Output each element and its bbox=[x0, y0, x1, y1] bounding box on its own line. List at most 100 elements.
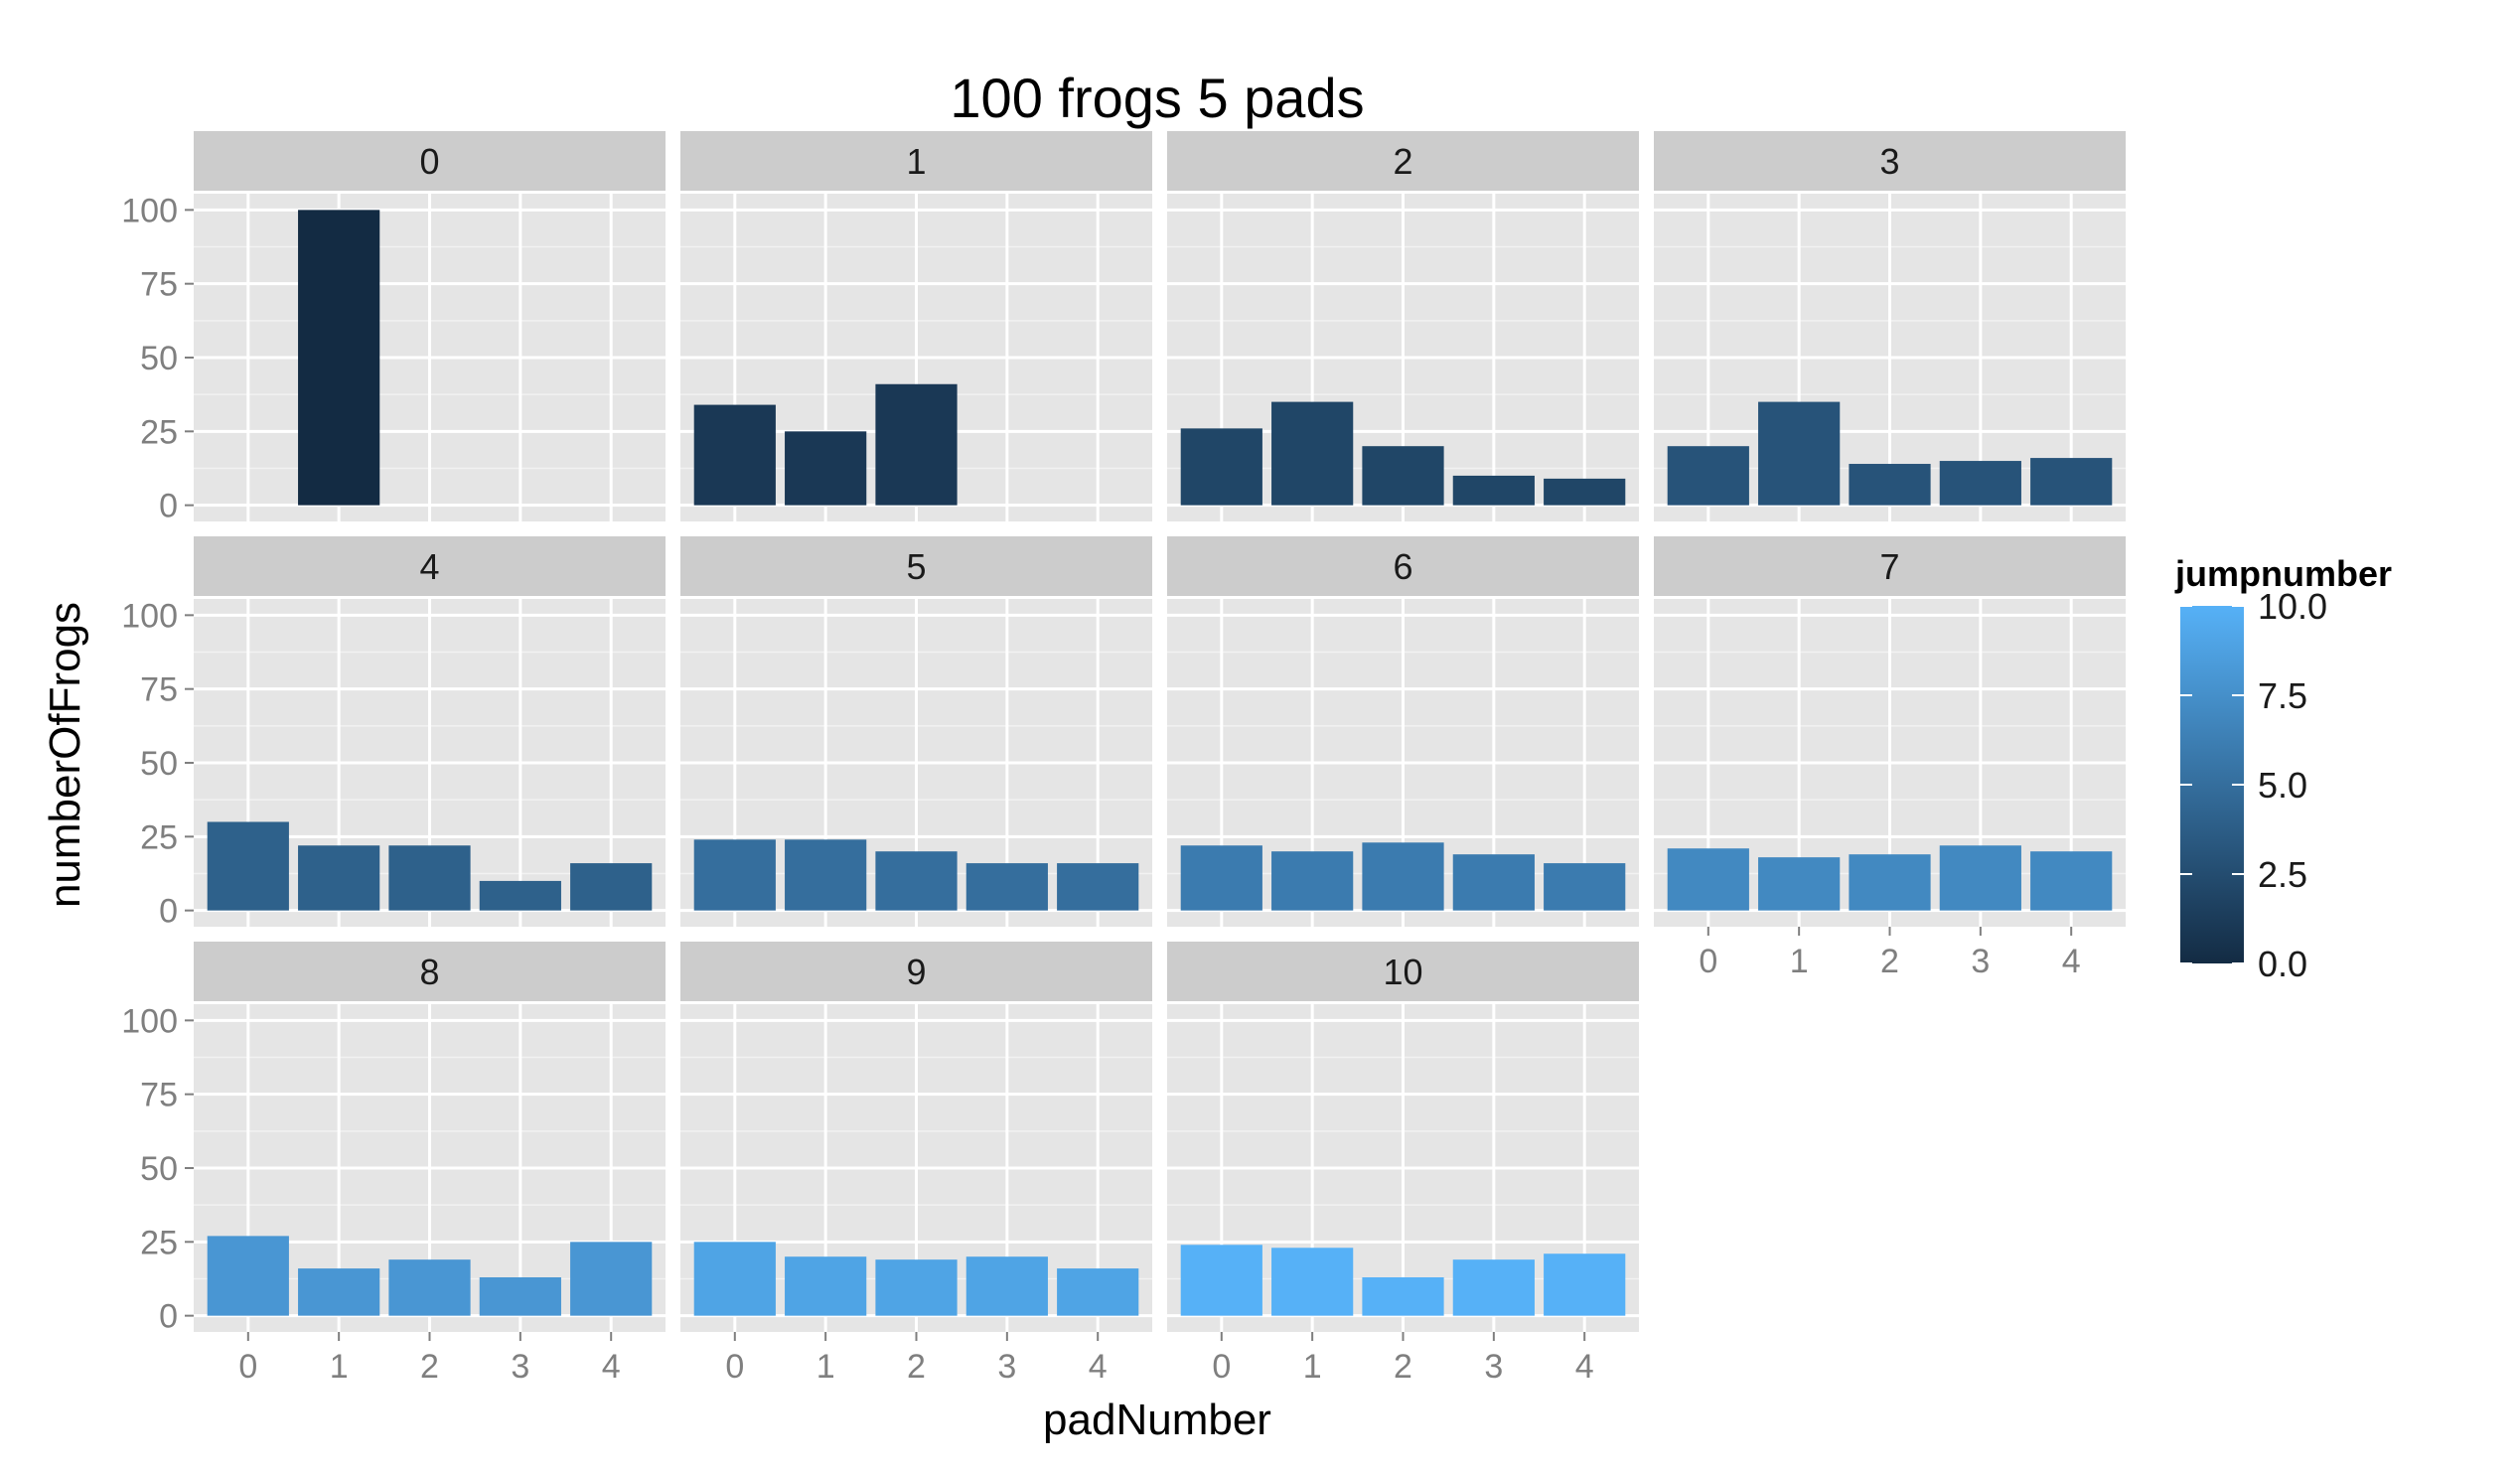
y-tick-label: 50 bbox=[140, 1150, 178, 1188]
bar-jump3-pad2 bbox=[1849, 464, 1931, 506]
facet-panel-3: 3 bbox=[1654, 131, 2126, 521]
y-tick-label: 100 bbox=[121, 192, 178, 229]
facet-panel-4: 4 0 25 50 75 100 bbox=[121, 536, 666, 931]
y-tick-label: 75 bbox=[140, 266, 178, 304]
y-tick-label: 0 bbox=[159, 1298, 178, 1336]
facet-panel-1: 1 bbox=[680, 131, 1152, 521]
legend-title: jumpnumber bbox=[2174, 553, 2392, 594]
bar-jump10-pad3 bbox=[1452, 1259, 1535, 1316]
facet-panel-2: 2 bbox=[1167, 131, 1639, 521]
bar-jump1-pad1 bbox=[785, 431, 867, 506]
bar-jump9-pad4 bbox=[1057, 1268, 1139, 1316]
bar-jump8-pad1 bbox=[298, 1268, 380, 1316]
bar-jump7-pad4 bbox=[2030, 851, 2113, 911]
bar-jump4-pad1 bbox=[298, 845, 380, 911]
bar-jump8-pad4 bbox=[570, 1242, 653, 1316]
bar-jump10-pad2 bbox=[1362, 1277, 1444, 1316]
y-tick-label: 75 bbox=[140, 671, 178, 709]
bar-jump10-pad1 bbox=[1271, 1248, 1354, 1316]
bar-jump4-pad4 bbox=[570, 863, 653, 911]
bar-jump5-pad3 bbox=[965, 863, 1048, 911]
facet-strip bbox=[1654, 131, 2126, 191]
facet-strip bbox=[680, 536, 1152, 596]
bar-jump4-pad2 bbox=[388, 845, 471, 911]
legend-tick-label: 5.0 bbox=[2258, 765, 2307, 806]
x-tick-label: 3 bbox=[997, 1348, 1016, 1386]
x-tick-label: 4 bbox=[2062, 943, 2081, 980]
bar-jump10-pad4 bbox=[1544, 1253, 1626, 1316]
bar-jump7-pad0 bbox=[1667, 848, 1749, 911]
bar-jump8-pad0 bbox=[207, 1236, 289, 1316]
facet-strip bbox=[194, 131, 666, 191]
x-tick-label: 4 bbox=[1575, 1348, 1594, 1386]
bar-jump1-pad2 bbox=[875, 383, 958, 506]
y-tick-label: 100 bbox=[121, 1002, 178, 1040]
bar-jump9-pad2 bbox=[875, 1259, 958, 1316]
facet-strip bbox=[680, 942, 1152, 1001]
y-tick-label: 25 bbox=[140, 1224, 178, 1261]
y-axis-title: numberOfFrogs bbox=[41, 602, 89, 908]
facet-strip-label: 7 bbox=[1879, 546, 1899, 587]
x-tick-label: 0 bbox=[725, 1348, 744, 1386]
facet-strip bbox=[194, 942, 666, 1001]
bar-jump2-pad4 bbox=[1544, 478, 1626, 506]
x-tick-label: 1 bbox=[1303, 1348, 1322, 1386]
bar-jump5-pad4 bbox=[1057, 863, 1139, 911]
bar-jump7-pad2 bbox=[1849, 854, 1931, 911]
x-tick-label: 0 bbox=[1212, 1348, 1231, 1386]
facet-panel-5: 5 bbox=[680, 536, 1152, 927]
legend: jumpnumber 0.0 2.5 5.0 7.5 10.0 bbox=[2174, 553, 2392, 984]
x-tick-label: 4 bbox=[1089, 1348, 1108, 1386]
y-tick-label: 25 bbox=[140, 413, 178, 451]
y-tick-label: 50 bbox=[140, 745, 178, 783]
x-tick-label: 0 bbox=[1699, 943, 1717, 980]
legend-tick-label: 0.0 bbox=[2258, 944, 2307, 984]
facet-panel-7: 7 0 1 2 3 4 bbox=[1654, 536, 2126, 980]
legend-ticks: 0.0 2.5 5.0 7.5 10.0 bbox=[2180, 586, 2327, 984]
y-tick-label: 50 bbox=[140, 340, 178, 377]
legend-tick-label: 2.5 bbox=[2258, 854, 2307, 895]
x-tick-label: 4 bbox=[602, 1348, 621, 1386]
bar-jump2-pad3 bbox=[1452, 475, 1535, 506]
x-tick-label: 2 bbox=[420, 1348, 439, 1386]
facet-strip-label: 2 bbox=[1393, 141, 1412, 182]
legend-tick-label: 10.0 bbox=[2258, 586, 2327, 627]
x-tick-label: 2 bbox=[907, 1348, 926, 1386]
bar-jump6-pad2 bbox=[1362, 842, 1444, 911]
facet-panel-0: 0 0 25 50 75 100 bbox=[121, 131, 666, 525]
bar-jump8-pad2 bbox=[388, 1259, 471, 1316]
facet-panel-8: 8 0 25 50 75 100 0 1 2 3 4 bbox=[121, 942, 666, 1386]
facet-strip-label: 8 bbox=[419, 952, 439, 992]
bar-jump1-pad0 bbox=[693, 404, 776, 506]
facet-strip-label: 6 bbox=[1393, 546, 1412, 587]
x-tick-label: 1 bbox=[816, 1348, 835, 1386]
facet-strip bbox=[1167, 131, 1639, 191]
bar-jump7-pad1 bbox=[1758, 857, 1841, 911]
y-tick-label: 100 bbox=[121, 597, 178, 635]
facet-strip bbox=[194, 536, 666, 596]
facet-strip-label: 4 bbox=[419, 546, 439, 587]
facet-strip bbox=[680, 131, 1152, 191]
facet-panel-6: 6 bbox=[1167, 536, 1639, 927]
bar-jump6-pad4 bbox=[1544, 863, 1626, 911]
bar-jump5-pad1 bbox=[785, 839, 867, 911]
facet-strip-label: 5 bbox=[906, 546, 926, 587]
facet-strip-label: 3 bbox=[1879, 141, 1899, 182]
y-tick-label: 0 bbox=[159, 893, 178, 931]
y-tick-label: 25 bbox=[140, 818, 178, 856]
x-tick-label: 3 bbox=[1971, 943, 1990, 980]
bar-jump5-pad2 bbox=[875, 851, 958, 911]
bar-jump4-pad0 bbox=[207, 821, 289, 911]
bar-jump9-pad3 bbox=[965, 1256, 1048, 1316]
bar-jump3-pad4 bbox=[2030, 458, 2113, 506]
bar-jump6-pad3 bbox=[1452, 854, 1535, 911]
bar-jump9-pad1 bbox=[785, 1256, 867, 1316]
bar-jump4-pad3 bbox=[479, 880, 561, 911]
x-tick-label: 3 bbox=[1484, 1348, 1503, 1386]
bar-jump3-pad3 bbox=[1939, 461, 2021, 506]
facet-strip-label: 9 bbox=[906, 952, 926, 992]
x-tick-label: 1 bbox=[1790, 943, 1809, 980]
facet-strip-label: 0 bbox=[419, 141, 439, 182]
